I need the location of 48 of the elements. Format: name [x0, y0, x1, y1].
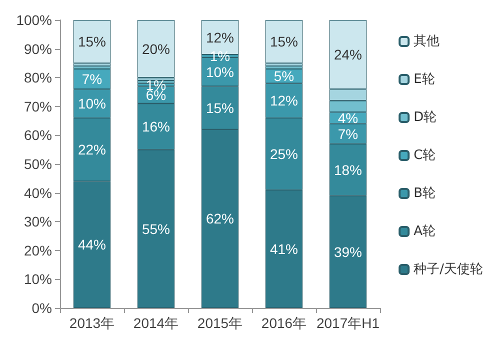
legend-label: B轮 — [414, 186, 436, 201]
x-tick-label: 2016年 — [261, 315, 307, 331]
x-tick-label: 2015年 — [197, 315, 243, 331]
data-label: 15% — [206, 100, 234, 116]
data-label: 22% — [78, 142, 106, 158]
data-label: 62% — [206, 210, 234, 227]
y-tick-label: 70% — [24, 98, 52, 114]
data-label: 5% — [274, 68, 294, 84]
data-label: 25% — [270, 146, 298, 162]
legend-label: E轮 — [414, 72, 435, 87]
data-label: 41% — [270, 240, 298, 257]
y-tick-label: 40% — [24, 184, 52, 201]
data-label: 18% — [334, 162, 362, 178]
data-label: 7% — [338, 126, 358, 142]
data-label: 39% — [334, 244, 362, 260]
y-tick-label: 60% — [24, 127, 52, 144]
data-label: 10% — [206, 64, 234, 80]
legend-label: A轮 — [414, 224, 436, 239]
data-label: 7% — [82, 71, 102, 88]
bar — [265, 20, 303, 64]
data-label: 4% — [338, 110, 358, 126]
bar — [73, 20, 111, 64]
y-tick-label: 20% — [24, 242, 52, 258]
legend-label: 种子/天使轮 — [414, 262, 484, 277]
bar — [137, 20, 175, 78]
data-label: 12% — [270, 92, 298, 109]
legend-label: C轮 — [414, 148, 436, 163]
y-tick-label: 100% — [16, 12, 52, 28]
legend-label: D轮 — [414, 110, 437, 125]
data-label: 10% — [78, 96, 106, 112]
data-label: 15% — [78, 34, 106, 50]
y-tick-label: 10% — [24, 271, 52, 288]
y-tick-label: 30% — [24, 214, 52, 230]
y-tick-label: 0% — [32, 300, 52, 316]
y-tick-label: 90% — [24, 40, 52, 57]
data-label: 20% — [142, 40, 170, 57]
data-label: 16% — [142, 118, 170, 135]
data-label: 12% — [206, 29, 234, 46]
x-tick-label: 2013年 — [69, 315, 115, 331]
x-tick-label: 2014年 — [133, 315, 179, 331]
data-label: 24% — [334, 46, 362, 63]
legend-label: 其他 — [414, 34, 440, 49]
data-label: 15% — [270, 34, 298, 50]
x-tick-label: 2017年H1 — [316, 315, 380, 331]
data-label: 55% — [142, 220, 170, 237]
data-label: 44% — [78, 236, 106, 253]
y-tick-label: 50% — [24, 156, 52, 172]
y-tick-label: 80% — [24, 70, 52, 86]
